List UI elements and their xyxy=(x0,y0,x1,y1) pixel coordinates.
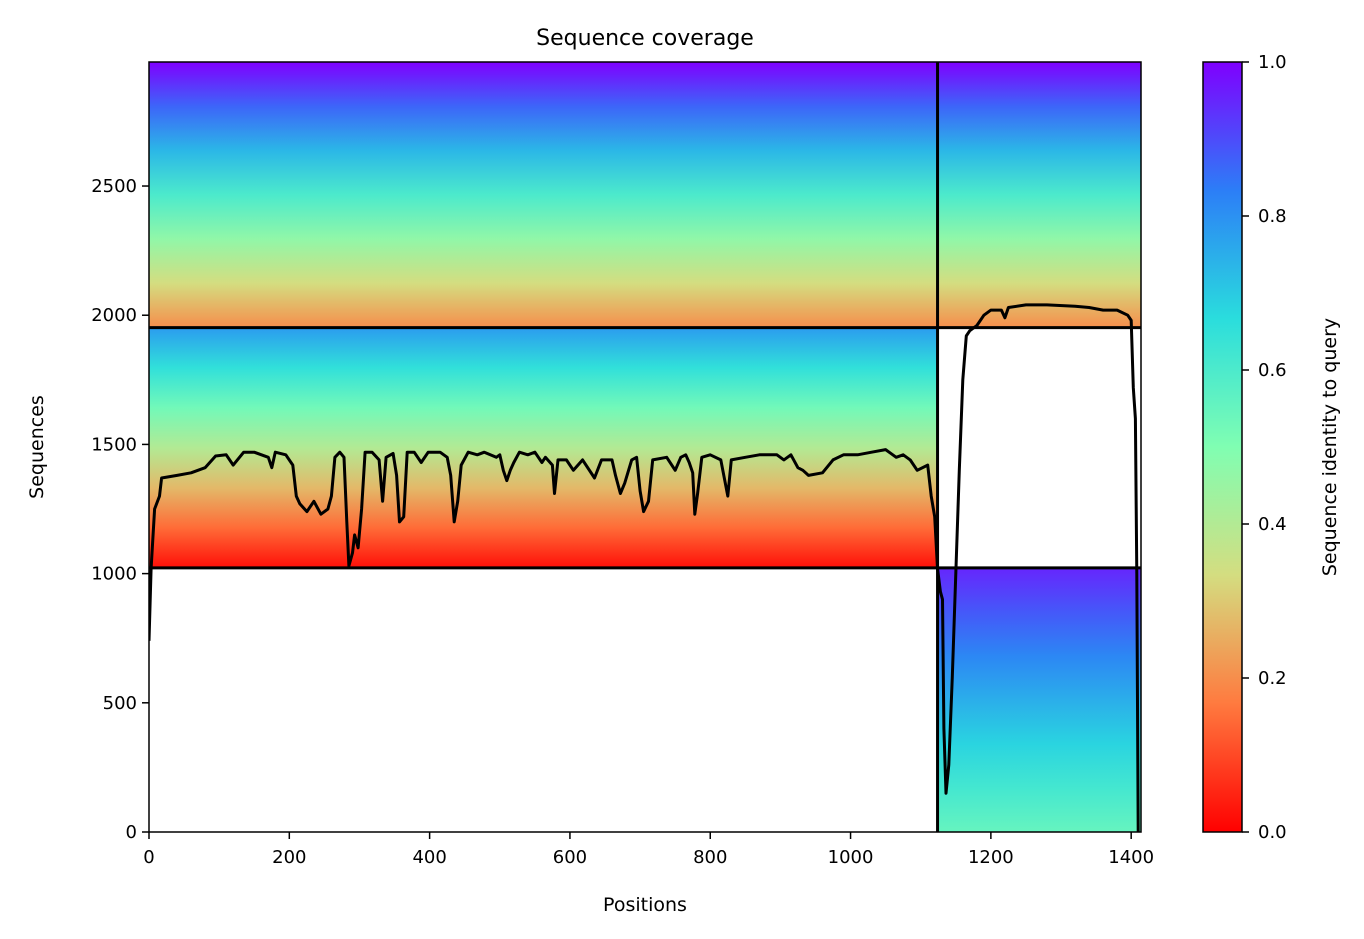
x-tick-label: 1400 xyxy=(1108,847,1154,868)
y-tick-label: 2000 xyxy=(91,305,137,326)
colorbar-frame xyxy=(1202,61,1243,833)
colorbar-fill xyxy=(1203,62,1242,832)
coverage-heatmap xyxy=(149,62,1141,832)
chart-title: Sequence coverage xyxy=(536,26,754,51)
y-axis: 0 500 1000 1500 2000 2500 xyxy=(91,176,149,843)
x-tick-label: 1000 xyxy=(828,847,874,868)
y-tick-label: 0 xyxy=(126,822,137,843)
heatmap-block xyxy=(937,567,1141,832)
x-tick-label: 1200 xyxy=(968,847,1014,868)
plot-frame xyxy=(148,61,1142,833)
colorbar-tick-label: 1.0 xyxy=(1258,52,1287,73)
x-axis-label: Positions xyxy=(603,894,687,916)
heatmap-block xyxy=(149,62,938,328)
colorbar-tick-label: 0.2 xyxy=(1258,668,1287,689)
colorbar-tick-label: 0.0 xyxy=(1258,822,1287,843)
y-axis-label: Sequences xyxy=(26,395,48,499)
colorbar-label: Sequence identity to query xyxy=(1319,318,1341,576)
x-tick-label: 400 xyxy=(412,847,446,868)
heatmap-block xyxy=(937,62,1141,328)
colorbar-tick-label: 0.8 xyxy=(1258,206,1287,227)
y-tick-label: 1500 xyxy=(91,434,137,455)
x-tick-label: 0 xyxy=(143,847,154,868)
colorbar-ticks: 0.0 0.2 0.4 0.6 0.8 1.0 xyxy=(1242,52,1287,843)
colorbar: 0.0 0.2 0.4 0.6 0.8 1.0 Sequence identity to … xyxy=(1202,52,1341,843)
x-tick-label: 800 xyxy=(693,847,727,868)
colorbar-tick-label: 0.4 xyxy=(1258,514,1287,535)
y-tick-label: 2500 xyxy=(91,176,137,197)
plot-area xyxy=(149,62,1141,832)
coverage-line xyxy=(149,303,1140,832)
colorbar-tick-label: 0.6 xyxy=(1258,360,1287,381)
x-tick-label: 200 xyxy=(272,847,306,868)
y-tick-label: 1000 xyxy=(91,564,137,585)
y-tick-label: 500 xyxy=(103,693,137,714)
x-axis: 0 200 400 600 800 1000 1200 1400 xyxy=(143,832,1154,868)
x-tick-label: 600 xyxy=(553,847,587,868)
heatmap-block xyxy=(149,327,938,568)
